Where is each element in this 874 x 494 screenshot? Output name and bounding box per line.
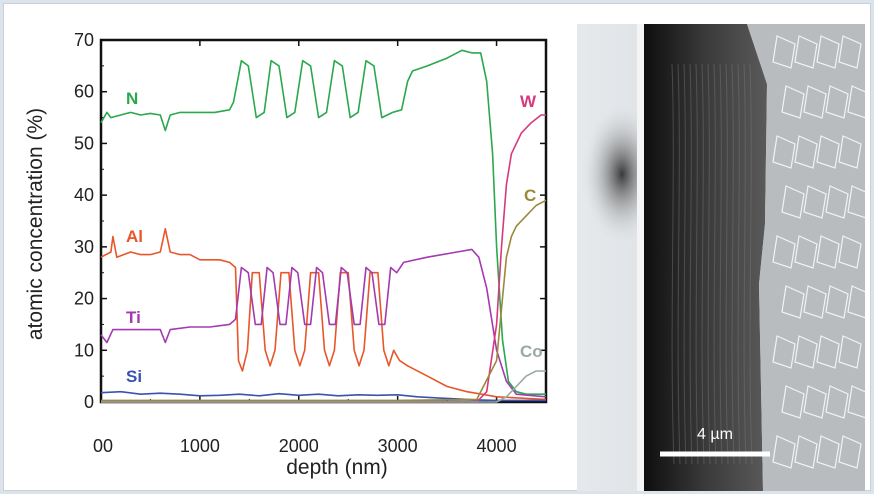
y-tick-label: 50: [74, 133, 94, 153]
y-tick-label: 40: [74, 185, 94, 205]
series-label-w: W: [520, 92, 537, 111]
y-tick-label: 10: [74, 340, 94, 360]
series-lines: [100, 49, 547, 403]
x-tick-label: 1000: [180, 436, 220, 456]
sem-cross-section-image: 4 µm: [577, 24, 865, 491]
series-line-si: [100, 390, 546, 402]
y-tick-label: 30: [74, 237, 94, 257]
concentration-depth-chart: 0 10 20 30 40 50 60 70 00 1000 2000 3000 4000 N Al Ti S…: [24, 30, 548, 479]
series-line-c: [101, 199, 547, 402]
x-tick-label: 00: [93, 436, 113, 456]
series-line-al: [100, 228, 547, 401]
series-line-co: [101, 370, 546, 403]
series-label-ti: Ti: [126, 308, 141, 327]
plot-area: [99, 38, 548, 404]
y-tick-label: 0: [84, 392, 94, 412]
figure-frame: 0 10 20 30 40 50 60 70 00 1000 2000 3000 4000 N Al Ti S…: [3, 3, 871, 491]
series-label-al: Al: [126, 227, 143, 246]
x-axis-title: depth (nm): [286, 456, 388, 479]
axis-ticks: 0 10 20 30 40 50 60 70 00 1000 2000 3000 4000: [74, 30, 546, 456]
series-label-c: C: [524, 186, 536, 205]
series-label-n: N: [126, 89, 138, 108]
series-line-w: [101, 114, 546, 403]
series-label-si: Si: [126, 367, 142, 386]
scale-bar-label: 4 µm: [697, 426, 733, 443]
y-tick-label: 70: [74, 30, 94, 50]
series-line-ti: [100, 248, 547, 398]
x-tick-label: 3000: [378, 436, 418, 456]
series-line-n: [100, 49, 546, 395]
x-tick-label: 2000: [279, 436, 319, 456]
series-label-co: Co: [520, 342, 543, 361]
y-tick-label: 60: [74, 82, 94, 102]
y-axis-title: atomic concentration (%): [24, 108, 47, 340]
x-tick-label: 4000: [477, 436, 517, 456]
series-labels: N Al Ti Si W C Co: [126, 89, 543, 386]
y-tick-label: 20: [74, 289, 94, 309]
